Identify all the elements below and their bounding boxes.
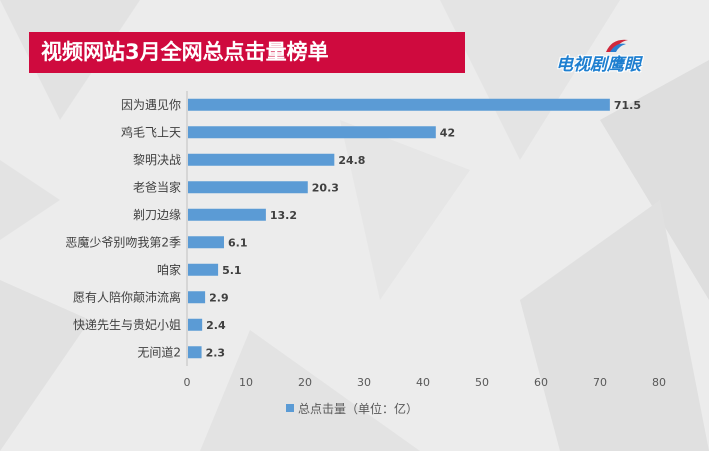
bar [188,236,224,249]
value-label: 2.9 [209,291,229,304]
bar [188,263,219,276]
category-label: 愿有人陪你颠沛流离 [73,289,181,304]
value-label: 2.4 [206,319,226,332]
legend-label: 总点击量（单位：亿） [298,401,418,416]
legend-swatch [286,404,294,412]
x-tick-label: 20 [298,376,312,389]
value-label: 6.1 [228,236,248,249]
bar [188,291,206,304]
category-label: 恶魔少爷别吻我第2季 [65,234,181,249]
value-label: 24.8 [338,154,365,167]
x-tick-label: 80 [652,376,666,389]
x-tick-label: 0 [184,376,191,389]
bar [188,126,436,139]
x-tick-label: 60 [534,376,548,389]
bar [188,318,203,331]
value-label: 20.3 [312,181,339,194]
x-tick-label: 40 [416,376,430,389]
logo: 电视剧鹰眼 [556,39,646,76]
category-label: 黎明决战 [133,153,181,167]
category-label: 老爸当家 [133,179,181,194]
value-label: 71.5 [614,99,641,112]
x-tick-label: 10 [239,376,253,389]
category-label: 剃刀边缘 [133,208,181,222]
category-label: 鸡毛飞上天 [121,124,181,139]
bar [188,346,202,359]
x-tick-label: 30 [357,376,371,389]
value-label: 5.1 [222,264,242,277]
value-label: 42 [440,126,455,139]
category-label: 无间道2 [137,345,181,359]
category-label: 快递先生与贵妃小姐 [73,318,181,332]
bar [188,208,266,221]
bird-icon [606,39,628,52]
x-tick-label: 70 [593,376,607,389]
x-tick-label: 50 [475,376,489,389]
bar [188,181,308,194]
category-label: 因为遇见你 [121,98,181,112]
chart-title: 视频网站3月全网总点击量榜单 [29,32,465,73]
category-label: 咱家 [157,262,181,277]
bar [188,98,610,111]
value-label: 2.3 [206,346,226,359]
logo-text: 电视剧鹰眼 [556,55,641,75]
value-label: 13.2 [270,209,297,222]
bar [188,153,335,166]
